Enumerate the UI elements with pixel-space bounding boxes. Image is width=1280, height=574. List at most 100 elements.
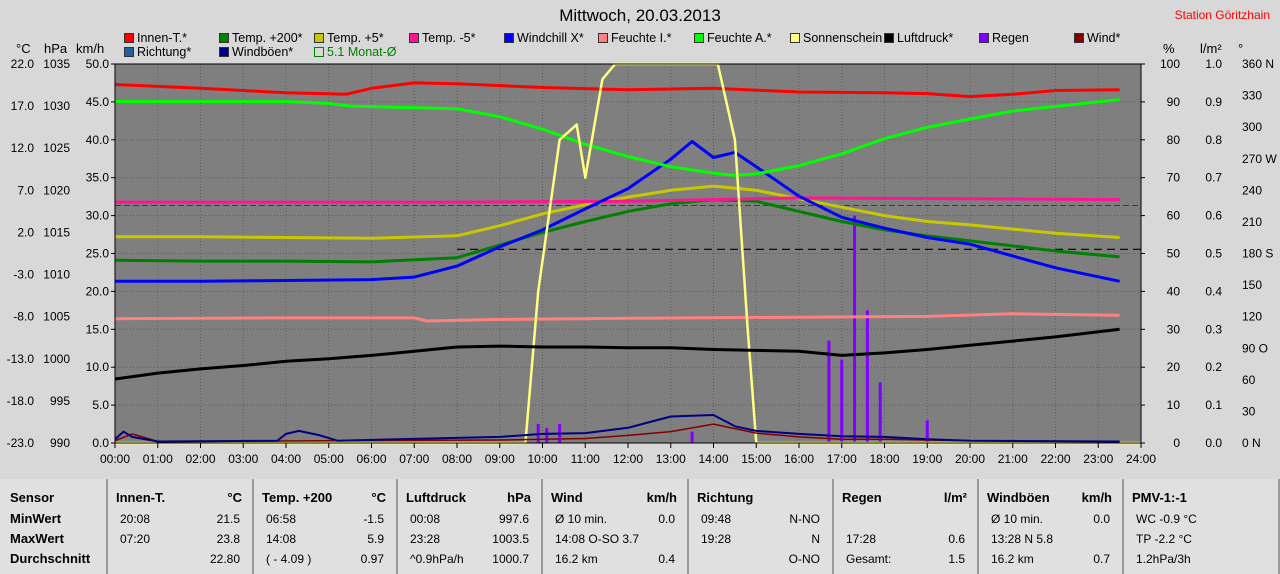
dir-tick-label: 60 xyxy=(1242,373,1256,387)
pct-tick-label: 40 xyxy=(1167,284,1181,298)
rain-tick-label: 0.5 xyxy=(1205,247,1222,261)
rain-bar xyxy=(925,420,929,443)
cell-label: 14:08 O-SO 3.7 xyxy=(555,532,640,546)
x-tick-label: 08:00 xyxy=(442,452,472,466)
x-tick-label: 05:00 xyxy=(314,452,344,466)
series-line xyxy=(114,414,1120,443)
legend-swatch xyxy=(598,33,608,43)
column-unit: °C xyxy=(227,490,242,505)
cell-value: 1.5 xyxy=(948,552,965,566)
temp-tick-label: 22.0 xyxy=(11,57,35,71)
kmh-tick-label: 45.0 xyxy=(86,95,110,109)
hpa-tick-label: 1020 xyxy=(43,183,70,197)
dir-tick-label: 0 N xyxy=(1242,436,1261,450)
column-header: Luftdruck xyxy=(406,490,466,505)
pct-tick-label: 20 xyxy=(1167,360,1181,374)
kmh-tick-label: 25.0 xyxy=(86,247,110,261)
legend-label: Temp. -5* xyxy=(422,31,476,45)
statistics-table: Sensor MinWert MaxWert Durchschnitt Innen-T.… xyxy=(0,479,1280,574)
cell-value: 1000.7 xyxy=(492,552,529,566)
temp-tick-label: -23.0 xyxy=(7,436,35,450)
cell-label: 1.2hPa/3h xyxy=(1136,552,1191,566)
cell-label: Ø 10 min. xyxy=(555,512,608,526)
rain-tick-label: 0.7 xyxy=(1205,171,1222,185)
dir-tick-label: 300 xyxy=(1242,120,1262,134)
stat-column: Innen-T. °C 20:08 21.5 07:20 23.8 22.80 xyxy=(108,479,254,574)
column-header: Temp. +200 xyxy=(262,490,333,505)
cell-label: 16.2 km xyxy=(555,552,598,566)
dir-tick-label: 120 xyxy=(1242,310,1262,324)
legend-label: Richtung* xyxy=(137,45,192,59)
cell-label: 09:48 xyxy=(701,512,732,526)
row-label: MaxWert xyxy=(10,531,64,546)
rain-tick-label: 1.0 xyxy=(1205,57,1222,71)
stat-column: Luftdruck hPa 00:08 997.6 23:28 1003.5 ^0.9hPa… xyxy=(398,479,543,574)
kmh-tick-label: 0.0 xyxy=(92,436,109,450)
row-label-column: Sensor MinWert MaxWert Durchschnitt xyxy=(0,479,108,574)
rain-tick-label: 0.8 xyxy=(1205,133,1222,147)
cell-value: 0.97 xyxy=(360,552,384,566)
series-lines xyxy=(114,62,1141,445)
legend-label: Temp. +5* xyxy=(327,31,384,45)
rain-bar xyxy=(690,431,694,443)
legend-label: Windchill X* xyxy=(517,31,584,45)
stat-column: Regen l/m² 17:28 0.6 Gesamt: 1.5 xyxy=(834,479,979,574)
series-line xyxy=(115,98,1120,177)
column-header: Innen-T. xyxy=(116,490,166,505)
hpa-tick-label: 1015 xyxy=(43,225,70,239)
cell-value: 0.6 xyxy=(948,532,965,546)
dir-tick-label: 180 S xyxy=(1242,247,1273,261)
axis-unit-label: °C xyxy=(16,41,31,56)
hpa-tick-label: 1030 xyxy=(43,99,70,113)
x-tick-label: 04:00 xyxy=(271,452,301,466)
temp-tick-label: -3.0 xyxy=(13,268,34,282)
pct-tick-label: 60 xyxy=(1167,209,1181,223)
pct-tick-label: 100 xyxy=(1160,57,1180,71)
kmh-tick-label: 20.0 xyxy=(86,284,110,298)
grid-lines xyxy=(114,63,1142,444)
cell-value: -1.5 xyxy=(363,512,384,526)
dir-tick-label: 330 xyxy=(1242,89,1262,103)
column-unit: hPa xyxy=(507,490,531,505)
x-tick-label: 06:00 xyxy=(356,452,386,466)
pct-tick-label: 0 xyxy=(1173,436,1180,450)
cell-label: 19:28 xyxy=(701,532,732,546)
kmh-tick-label: 50.0 xyxy=(86,57,110,71)
x-tick-label: 18:00 xyxy=(869,452,899,466)
x-tick-label: 11:00 xyxy=(571,452,600,466)
cell-value: 0.0 xyxy=(1093,512,1110,526)
column-unit: km/h xyxy=(646,490,677,505)
hpa-tick-label: 1035 xyxy=(43,57,70,71)
legend-item: Innen-T.* xyxy=(124,31,187,45)
x-tick-label: 15:00 xyxy=(741,452,771,466)
cell-label: 17:28 xyxy=(846,532,877,546)
temp-tick-label: 2.0 xyxy=(17,225,34,239)
cell-label: 00:08 xyxy=(410,512,441,526)
axis-unit-label: hPa xyxy=(44,41,68,56)
legend-label: Luftdruck* xyxy=(897,31,954,45)
cell-label: 07:20 xyxy=(120,532,151,546)
series-line xyxy=(114,198,1120,264)
reference-lines xyxy=(115,204,1141,250)
legend-label: 5.1 Monat-Ø xyxy=(327,45,397,59)
legend-swatch xyxy=(124,47,134,57)
weather-chart: 00:00 01:00 02:00 03:00 04:00 05:00 06:00 07:00… xyxy=(6,57,1278,466)
cell-value: 0.0 xyxy=(658,512,675,526)
series-line xyxy=(114,312,1120,323)
cell-value: 1003.5 xyxy=(492,532,529,546)
rain-tick-label: 0.6 xyxy=(1205,209,1222,223)
legend-swatch xyxy=(504,33,514,43)
plot-border xyxy=(114,63,1142,444)
legend-item: Windböen* xyxy=(219,45,293,59)
dir-tick-label: 270 W xyxy=(1242,152,1277,166)
cell-label: 20:08 xyxy=(120,512,151,526)
legend-swatch xyxy=(219,47,229,57)
hpa-tick-label: 1000 xyxy=(43,352,70,366)
x-tick-label: 20:00 xyxy=(955,452,985,466)
dir-tick-label: 210 xyxy=(1242,215,1262,229)
legend-swatch xyxy=(979,33,989,43)
series-line xyxy=(115,184,1120,240)
station-name: Station Göritzhain xyxy=(1174,8,1270,22)
column-header: Richtung xyxy=(697,490,754,505)
column-unit: l/m² xyxy=(943,490,967,505)
